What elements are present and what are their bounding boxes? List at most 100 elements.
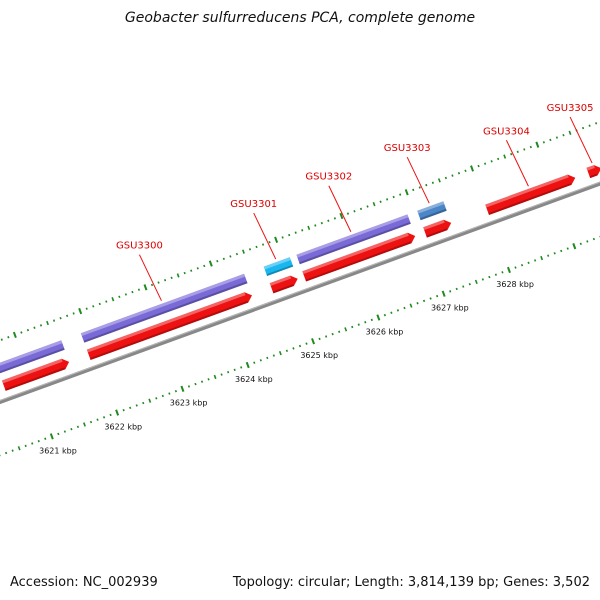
minor-tick xyxy=(142,401,145,405)
cds-arrow-partial xyxy=(1,358,70,391)
minor-tick xyxy=(534,259,537,262)
minor-tick xyxy=(298,344,302,348)
minor-tick xyxy=(288,233,291,237)
gene-label-layer: GSU3300 GSU3301 GSU3302 GSU3303 GSU3304 GSU33… xyxy=(116,103,594,301)
minor-tick xyxy=(259,359,262,362)
minor-tick xyxy=(174,389,177,393)
cds-arrow-gsu3305-shine xyxy=(586,165,595,171)
major-tick xyxy=(115,409,120,416)
minor-tick xyxy=(429,297,432,300)
minor-tick xyxy=(105,300,108,303)
major-tick xyxy=(311,338,316,345)
tick-label: 3628 kbp xyxy=(496,280,534,289)
feature-bar-gsu3302-shade xyxy=(299,221,411,265)
minor-tick xyxy=(137,288,141,291)
minor-tick xyxy=(72,312,75,315)
minor-tick xyxy=(216,259,219,263)
cds-arrow-gsu3300-shine xyxy=(86,292,246,353)
minor-tick xyxy=(399,193,402,196)
feature-bar-gsu3302 xyxy=(296,214,411,265)
tick-label: 3624 kbp xyxy=(235,375,273,384)
feature-bar-gsu3300-shade xyxy=(83,281,248,343)
minor-tick xyxy=(444,176,448,180)
minor-tick xyxy=(331,332,334,336)
cds-arrow-gsu3301-body xyxy=(269,275,298,294)
minor-tick xyxy=(344,327,348,332)
cds-arrow-gsu3302 xyxy=(302,232,416,282)
cds-arrow-gsu3303-shine xyxy=(423,219,445,230)
minor-tick xyxy=(553,252,556,255)
major-tick xyxy=(376,314,381,321)
minor-tick xyxy=(253,361,256,364)
minor-tick xyxy=(562,133,565,137)
minor-tick xyxy=(359,207,363,211)
minor-tick xyxy=(194,382,197,386)
outer-tick-track xyxy=(0,122,598,341)
minor-tick xyxy=(261,243,265,246)
gene-label-gsu3301: GSU3301 xyxy=(230,199,277,210)
minor-tick xyxy=(242,249,245,254)
minor-tick xyxy=(560,249,563,253)
minor-tick xyxy=(135,404,138,407)
minor-tick xyxy=(89,420,93,424)
minor-tick xyxy=(235,252,239,256)
minor-tick xyxy=(449,290,452,293)
cds-arrow-gsu3300-body xyxy=(86,292,252,360)
gene-label-gsu3303: GSU3303 xyxy=(384,143,431,154)
minor-tick xyxy=(501,271,504,274)
cds-arrow-gsu3301-shine xyxy=(269,275,292,286)
minor-tick xyxy=(364,321,367,324)
minor-tick xyxy=(131,290,134,294)
minor-tick xyxy=(588,124,591,127)
minor-tick xyxy=(17,446,21,451)
minor-tick xyxy=(20,331,23,334)
minor-tick xyxy=(278,351,282,356)
inner-tick-track: 3621 kbp 3622 kbp 3623 kbp 3624 kbp 3625 kbp… xyxy=(0,235,600,457)
minor-tick xyxy=(396,309,400,312)
genome-summary-text: Topology: circular; Length: 3,814,139 bp… xyxy=(232,575,590,590)
minor-tick xyxy=(549,138,552,142)
minor-tick xyxy=(481,278,484,281)
minor-tick xyxy=(357,323,360,326)
minor-tick xyxy=(83,422,86,427)
minor-tick xyxy=(403,306,406,310)
feature-bar-gsu3301-shine xyxy=(263,257,291,270)
feature-bar-gsu3301-body xyxy=(263,257,294,276)
minor-tick xyxy=(96,418,99,421)
major-tick xyxy=(245,361,250,369)
cds-arrow-gsu3303 xyxy=(423,219,452,238)
minor-tick xyxy=(586,240,589,243)
minor-tick xyxy=(437,178,441,183)
minor-tick xyxy=(157,281,160,284)
minor-tick xyxy=(338,330,341,333)
minor-tick xyxy=(76,425,80,429)
major-tick xyxy=(49,433,54,440)
minor-tick xyxy=(148,398,152,403)
cds-arrow-gsu3304-shade xyxy=(488,183,572,215)
minor-tick xyxy=(285,349,289,352)
minor-tick xyxy=(514,266,517,269)
minor-tick xyxy=(26,328,30,332)
minor-tick xyxy=(425,183,428,187)
minor-tick xyxy=(163,278,167,282)
minor-tick xyxy=(457,172,461,175)
minor-tick xyxy=(155,397,158,400)
minor-tick xyxy=(109,413,112,417)
minor-tick xyxy=(305,342,308,345)
minor-tick xyxy=(581,126,585,130)
feature-bar-gsu3302-shine xyxy=(296,214,409,258)
feature-bar-gsu3303 xyxy=(417,201,447,221)
minor-tick xyxy=(248,248,252,251)
feature-bar-partial-shade xyxy=(0,347,65,374)
minor-tick xyxy=(281,236,284,239)
minor-tick xyxy=(333,217,336,220)
leader-line xyxy=(138,254,162,301)
minor-tick xyxy=(124,293,127,296)
major-tick xyxy=(470,165,475,172)
cds-arrow-gsu3303-body xyxy=(423,219,452,238)
minor-tick xyxy=(207,378,210,381)
minor-tick xyxy=(386,198,389,201)
minor-tick xyxy=(318,337,321,341)
cds-arrow-gsu3303-shade xyxy=(426,228,448,238)
